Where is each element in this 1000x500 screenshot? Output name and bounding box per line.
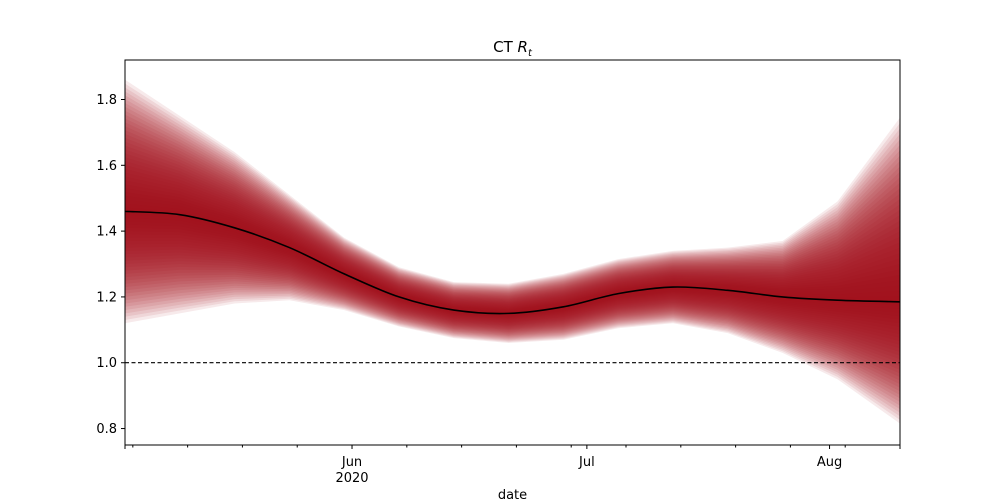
- band-layer-21: [125, 161, 900, 349]
- band-layer-23: [125, 168, 900, 342]
- chart-title-symbol: R: [518, 38, 528, 56]
- band-layer-18: [125, 149, 900, 360]
- y-tick-label: 0.8: [96, 422, 117, 437]
- y-axis-ticks: 0.8 1.0 1.2 1.4 1.6 1.8: [96, 93, 125, 437]
- band-layer-6: [125, 103, 900, 403]
- band-layer-10: [125, 118, 900, 388]
- band-layer-20: [125, 157, 900, 352]
- chart-title: CT Rt: [493, 38, 533, 59]
- band-layer-12: [125, 126, 900, 381]
- band-layer-4: [125, 95, 900, 410]
- band-layer-33: [125, 207, 900, 315]
- x-tick-label: Aug: [817, 455, 842, 470]
- y-tick-label: 1.2: [96, 290, 117, 305]
- band-layer-3: [125, 91, 900, 413]
- y-tick-label: 1.8: [96, 93, 117, 108]
- x-axis-label: date: [498, 488, 527, 500]
- band-layer-17: [125, 145, 900, 363]
- y-tick-label: 1.0: [96, 356, 117, 371]
- band-layer-28: [125, 188, 900, 324]
- band-layer-11: [125, 122, 900, 385]
- band-layer-32: [125, 203, 900, 316]
- band-layer-0: [125, 79, 900, 424]
- band-layer-30: [125, 195, 900, 317]
- band-layer-26: [125, 180, 900, 331]
- band-layer-19: [125, 153, 900, 356]
- band-layer-7: [125, 106, 900, 399]
- band-layer-14: [125, 133, 900, 374]
- chart-title-main: CT: [493, 38, 517, 56]
- band-layer-2: [125, 87, 900, 417]
- band-layer-27: [125, 184, 900, 327]
- band-layer-25: [125, 176, 900, 335]
- median-line: [124, 210, 901, 315]
- band-layer-13: [125, 130, 900, 378]
- band-layer-15: [125, 137, 900, 370]
- x-tick-sublabel: 2020: [335, 471, 368, 486]
- band-layer-22: [125, 164, 900, 345]
- chart-title-subscript: t: [528, 48, 533, 59]
- plot-frame: [124, 59, 901, 446]
- x-tick-label: Jul: [578, 455, 595, 470]
- y-tick-label: 1.6: [96, 159, 117, 174]
- band-layer-1: [125, 83, 900, 420]
- band-layer-5: [125, 99, 900, 406]
- band-layer-9: [125, 114, 900, 392]
- band-layer-16: [125, 141, 900, 367]
- band-layer-24: [125, 172, 900, 338]
- band-layer-8: [125, 110, 900, 395]
- x-tick-label: Jun: [341, 455, 362, 470]
- band-layer-31: [125, 199, 900, 316]
- y-tick-label: 1.4: [96, 225, 117, 240]
- credible-interval-bands: [125, 79, 900, 424]
